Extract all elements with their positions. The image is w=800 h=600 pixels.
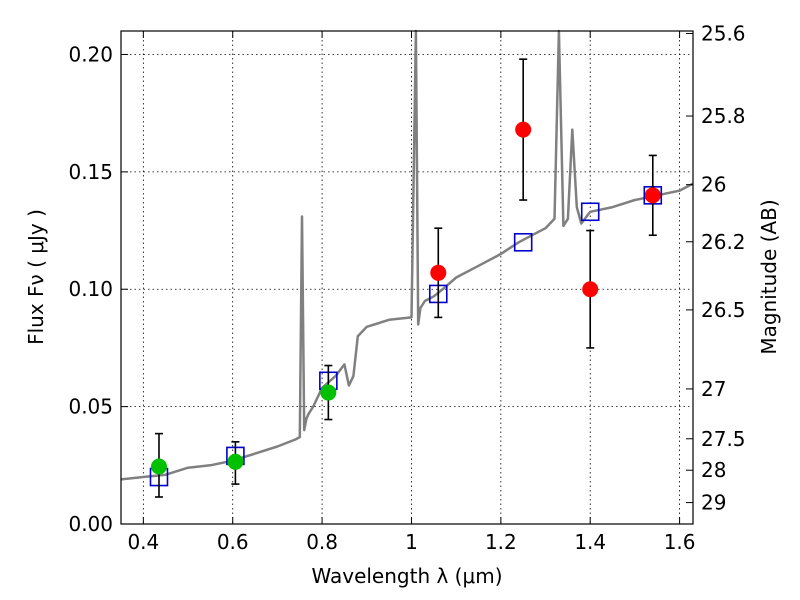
mag-tick-label: 28: [701, 458, 726, 482]
mag-tick-label: 27.5: [701, 427, 746, 451]
detection-point: [150, 458, 167, 475]
x-tick-label: 1.4: [574, 530, 606, 554]
error-bars: [154, 58, 657, 498]
x-tick-label: 1.6: [664, 530, 696, 554]
y-tick-label: 0.15: [68, 160, 113, 184]
x-tick-label: 0.6: [217, 530, 249, 554]
x-axis-label: Wavelength λ (μm): [311, 564, 502, 588]
y-tick-label: 0.05: [68, 395, 113, 419]
mag-tick-label: 29: [701, 491, 726, 515]
model-photometry-square: [513, 232, 533, 252]
mag-tick-label: 26.2: [701, 230, 746, 254]
y2-axis-label: Magnitude (AB): [757, 199, 781, 354]
model-spectrum: [120, 29, 694, 481]
mag-tick-label: 25.6: [701, 22, 746, 46]
red-point: [644, 187, 661, 204]
data-points: [150, 121, 661, 475]
plot-frame: [120, 30, 694, 525]
detection-point: [227, 453, 244, 470]
ticks: [121, 31, 693, 525]
spectrum-line: [120, 29, 694, 481]
y-tick-label: 0.10: [68, 277, 113, 301]
mag-tick-label: 27: [701, 377, 726, 401]
red-point: [430, 264, 447, 281]
red-point: [582, 281, 599, 298]
model-photometry: [149, 186, 663, 487]
mag-tick-label: 25.8: [701, 104, 746, 128]
y-tick-label: 0.20: [68, 42, 113, 66]
mag-tick-label: 26: [701, 173, 726, 197]
x-tick-label: 1.2: [485, 530, 517, 554]
x-tick-label: 0.4: [127, 530, 159, 554]
model-photometry-square: [580, 202, 600, 222]
red-point: [515, 121, 532, 138]
detection-point: [320, 384, 337, 401]
mag-tick-label: 26.5: [701, 298, 746, 322]
grid: [121, 31, 693, 524]
y-tick-label: 0.00: [68, 512, 113, 536]
tick-labels: 0.4 0.6 0.8 1 1.2 1.4 1.6 0.00 0.05 0.10 0.15 0.20 2…: [68, 22, 745, 554]
x-tick-label: 1: [405, 530, 418, 554]
y-axis-label: Flux Fν ( μJy ): [24, 209, 48, 345]
x-tick-label: 0.8: [306, 530, 338, 554]
